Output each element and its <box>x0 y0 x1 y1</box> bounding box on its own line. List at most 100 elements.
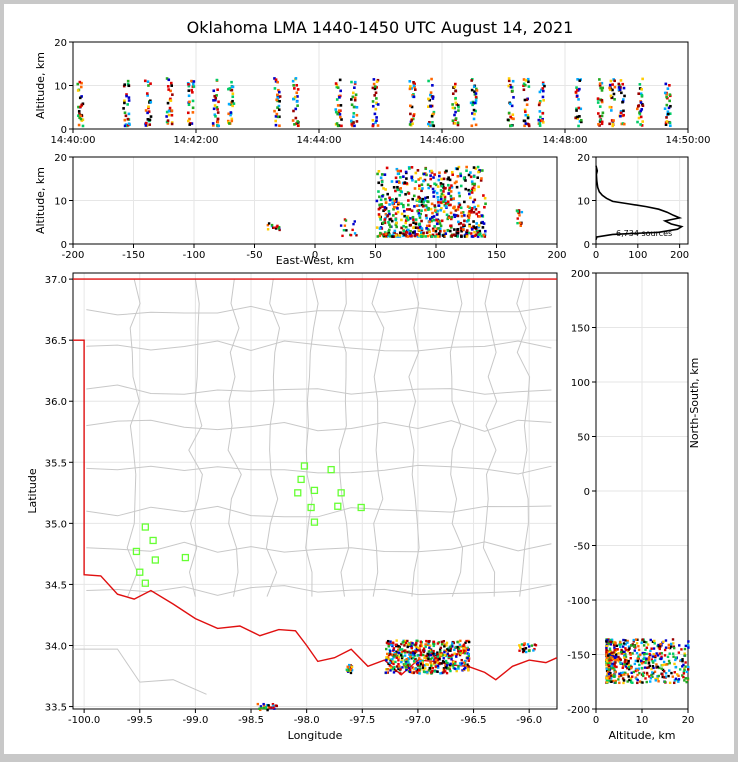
source-point <box>430 219 433 223</box>
source-point <box>430 235 434 238</box>
source-point <box>147 105 150 109</box>
source-point <box>422 179 425 183</box>
source-point <box>519 224 522 228</box>
source-point <box>420 209 423 213</box>
source-point <box>436 235 440 238</box>
source-point <box>456 231 460 235</box>
source-point <box>407 203 410 207</box>
source-point <box>663 648 667 652</box>
source-point <box>470 191 474 194</box>
source-point <box>644 661 647 665</box>
source-point <box>124 114 128 118</box>
source-point <box>476 204 480 208</box>
source-point <box>376 172 379 176</box>
source-point <box>645 646 649 649</box>
source-point <box>355 234 358 237</box>
source-point <box>446 228 450 232</box>
source-point <box>411 178 414 182</box>
source-point <box>483 196 487 200</box>
source-point <box>445 641 449 645</box>
source-point <box>474 99 478 102</box>
source-point <box>373 112 377 116</box>
source-point <box>459 172 462 176</box>
lma-station-marker <box>136 568 144 576</box>
source-point <box>462 223 465 227</box>
source-point <box>527 124 531 128</box>
source-point <box>478 232 482 236</box>
source-point <box>79 117 83 121</box>
source-point <box>598 115 602 118</box>
source-point <box>673 679 677 682</box>
source-point <box>386 214 390 217</box>
source-point <box>624 671 627 675</box>
source-point <box>350 103 354 107</box>
source-point <box>652 647 656 650</box>
source-point <box>431 233 435 237</box>
source-point <box>422 231 425 235</box>
source-point <box>380 203 383 206</box>
source-point <box>614 681 617 684</box>
source-point <box>371 119 375 122</box>
source-point <box>437 227 440 230</box>
source-point <box>412 643 416 646</box>
source-point <box>463 235 467 238</box>
source-point <box>454 167 458 170</box>
source-point <box>450 234 454 237</box>
source-point <box>670 671 673 675</box>
source-point <box>521 647 525 651</box>
source-point <box>474 167 478 170</box>
source-point <box>437 204 440 207</box>
source-point <box>622 671 625 674</box>
source-point <box>679 659 683 662</box>
source-point <box>418 672 421 675</box>
source-point <box>527 80 530 84</box>
source-point <box>456 123 460 127</box>
source-point <box>635 677 638 680</box>
source-point <box>458 203 462 207</box>
source-point <box>483 205 486 209</box>
source-point <box>444 649 448 653</box>
source-point <box>434 659 437 662</box>
source-point <box>530 644 534 647</box>
source-point <box>437 666 440 669</box>
source-point <box>428 224 431 228</box>
source-point <box>144 109 148 112</box>
source-point <box>638 87 642 90</box>
source-point <box>600 122 604 126</box>
source-point <box>511 89 514 93</box>
source-point <box>419 212 422 216</box>
source-point <box>392 205 396 209</box>
source-point <box>605 652 608 655</box>
source-point <box>632 638 635 642</box>
source-point <box>601 111 605 115</box>
source-point <box>457 202 461 205</box>
source-point <box>393 231 396 234</box>
source-point <box>411 651 415 655</box>
source-point <box>634 659 638 663</box>
source-point <box>122 84 126 88</box>
source-point <box>627 666 631 669</box>
source-point <box>390 643 393 647</box>
source-point <box>422 172 426 176</box>
source-point <box>350 123 354 126</box>
source-point <box>417 195 421 199</box>
source-point <box>400 226 403 230</box>
source-point <box>605 650 608 654</box>
source-point <box>335 85 339 89</box>
source-point <box>337 109 341 112</box>
source-point <box>461 226 465 230</box>
source-point <box>192 80 196 83</box>
source-point <box>475 229 479 233</box>
source-point <box>575 94 579 98</box>
source-point <box>627 663 630 667</box>
source-point <box>616 658 619 661</box>
source-point <box>408 87 412 91</box>
source-point <box>471 186 475 190</box>
source-point <box>471 182 474 186</box>
source-point <box>402 649 405 653</box>
source-point <box>619 114 622 118</box>
source-point <box>522 643 526 647</box>
source-point <box>191 106 195 110</box>
source-point <box>227 112 230 116</box>
source-point <box>438 222 442 225</box>
